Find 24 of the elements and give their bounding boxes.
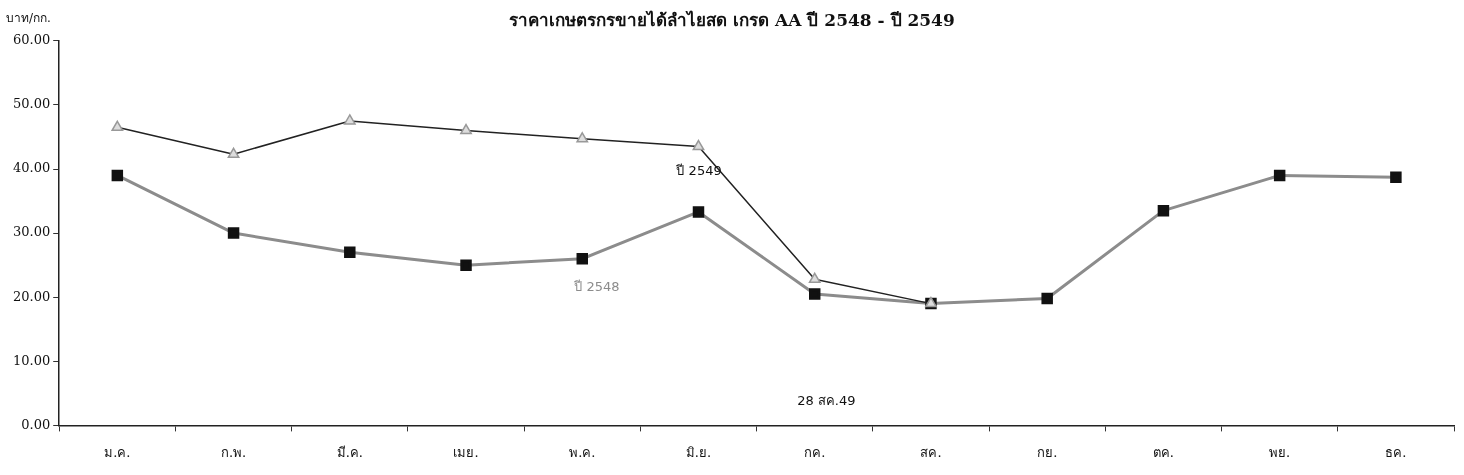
- y-tick-label: 30.00: [13, 224, 51, 240]
- y-tick-label: 40.00: [13, 160, 51, 176]
- y-tick-label: 20.00: [13, 288, 51, 304]
- x-tick-label: มี.ค.: [336, 444, 363, 460]
- x-tick-label: ธค.: [1385, 444, 1407, 460]
- x-tick-label: กค.: [804, 444, 826, 460]
- annotation: 28 สค.49: [797, 393, 856, 409]
- y-tick-label: 50.00: [13, 96, 51, 112]
- series-label: ปี 2548: [573, 278, 620, 294]
- y-tick-label: 0.00: [21, 416, 51, 432]
- x-tick-label: พ.ค.: [569, 444, 596, 460]
- series-label: ปี 2549: [675, 162, 722, 178]
- x-tick-label: มิ.ย.: [685, 444, 712, 460]
- x-tick-label: ม.ค.: [104, 444, 131, 460]
- x-tick-label: ตค.: [1152, 444, 1174, 460]
- x-tick-label: ก.พ.: [220, 444, 247, 460]
- chart-title: ราคาเกษตรกรขายได้ลำไยสด เกรด AA ปี 2548 - ปี 2549: [509, 10, 955, 30]
- x-tick-label: เมย.: [453, 444, 479, 460]
- x-tick-label: สค.: [920, 444, 942, 460]
- x-tick-label: กย.: [1037, 444, 1058, 460]
- y-axis-title: บาท/กก.: [6, 10, 51, 27]
- y-tick-label: 10.00: [13, 352, 51, 368]
- y-tick-label: 60.00: [13, 32, 51, 48]
- x-tick-label: พย.: [1269, 444, 1291, 460]
